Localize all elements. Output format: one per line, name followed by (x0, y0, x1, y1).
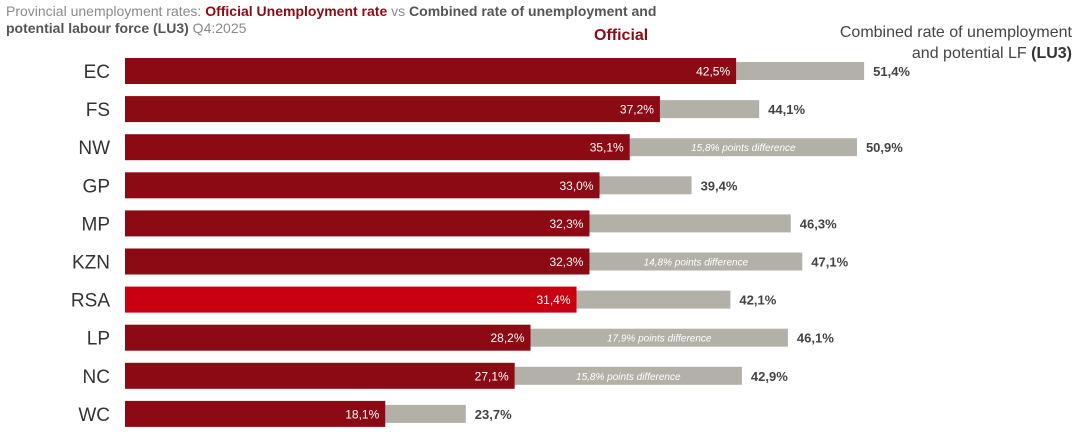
legend-combined-line1: Combined rate of unemployment (839, 24, 1072, 41)
official-bar (125, 172, 600, 199)
title-official: Official Unemployment rate (205, 3, 388, 19)
category-label: NC (83, 367, 110, 388)
title-period: Q4:2025 (188, 20, 247, 36)
category-label: RSA (71, 291, 110, 312)
title-prefix: Provincial unemployment rates: (6, 3, 206, 19)
category-label: GP (83, 176, 110, 197)
official-bar (125, 58, 737, 84)
category-label: LP (87, 329, 110, 350)
combined-bar (599, 176, 692, 195)
official-value-label: 32,3% (549, 255, 583, 269)
chart-title: Provincial unemployment rates: Official … (6, 3, 666, 37)
combined-value-label: 44,1% (768, 102, 805, 117)
official-bar (125, 400, 386, 427)
combined-value-label: 51,4% (873, 64, 910, 79)
official-value-label: 32,3% (549, 217, 583, 231)
official-bar (125, 286, 577, 313)
official-value-label: 18,1% (345, 407, 379, 421)
official-bar (125, 248, 590, 275)
combined-value-label: 46,1% (797, 331, 834, 346)
official-bar (125, 96, 660, 123)
title-combined: Combined rate of unemployment and potent… (6, 3, 657, 36)
legend-official: Official (594, 27, 649, 44)
official-value-label: 27,1% (475, 369, 509, 383)
combined-value-label: 46,3% (800, 216, 837, 231)
category-label: EC (84, 62, 110, 83)
category-label: MP (82, 214, 111, 235)
official-bar (125, 362, 515, 389)
title-vs: vs (387, 3, 410, 19)
category-label: FS (86, 100, 110, 121)
difference-annotation: 15,8% points difference (576, 372, 681, 383)
combined-value-label: 47,1% (811, 255, 848, 270)
category-label: KZN (72, 253, 110, 274)
official-value-label: 35,1% (590, 141, 624, 155)
category-label: WC (78, 405, 110, 426)
official-value-label: 33,0% (560, 179, 594, 193)
combined-value-label: 39,4% (701, 178, 738, 193)
combined-bar (530, 328, 788, 347)
combined-value-label: 42,9% (751, 369, 788, 384)
combined-bar (736, 62, 865, 80)
official-value-label: 31,4% (537, 293, 571, 307)
official-bar (125, 134, 630, 161)
legend-combined: Combined rate of unemployment and potent… (840, 22, 1072, 64)
combined-bar (629, 138, 857, 157)
official-bar (125, 210, 590, 237)
official-bar (125, 324, 531, 351)
legend-combined-line2: and potential LF (911, 45, 1032, 62)
official-value-label: 42,5% (696, 65, 730, 79)
combined-value-label: 23,7% (475, 407, 512, 422)
combined-bar (576, 290, 731, 309)
category-label: NW (78, 138, 110, 159)
difference-annotation: 17,9% points difference (607, 334, 712, 345)
combined-bar (514, 366, 742, 385)
combined-bar (589, 214, 791, 233)
combined-value-label: 42,1% (739, 293, 776, 308)
official-value-label: 37,2% (620, 103, 654, 117)
combined-bar (659, 100, 760, 119)
difference-annotation: 14,8% points difference (644, 258, 749, 269)
combined-bar (385, 404, 466, 423)
combined-value-label: 50,9% (866, 140, 903, 155)
difference-annotation: 15,8% points difference (691, 143, 796, 154)
legend-combined-bold: (LU3) (1031, 45, 1072, 62)
combined-bar (589, 252, 803, 271)
official-value-label: 28,2% (490, 331, 524, 345)
